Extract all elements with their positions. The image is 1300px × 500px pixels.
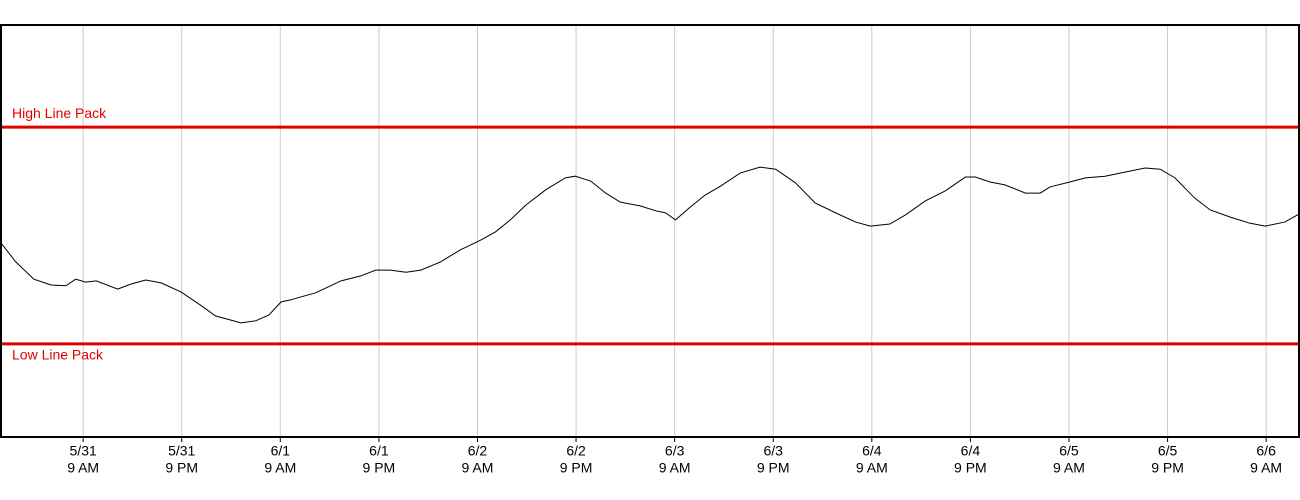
x-tick-label: 9 AM	[462, 460, 494, 476]
x-tick-label: 6/4	[961, 443, 981, 459]
x-tick-label: 6/1	[369, 443, 389, 459]
x-tick-label: 9 PM	[757, 460, 790, 476]
x-tick-label: 9 AM	[1250, 460, 1282, 476]
reference-label: High Line Pack	[12, 105, 107, 121]
x-tick-label: 5/31	[168, 443, 195, 459]
x-tick-label: 9 PM	[363, 460, 396, 476]
x-tick-label: 9 AM	[856, 460, 888, 476]
x-tick-label: 6/2	[566, 443, 586, 459]
reference-label: Low Line Pack	[12, 347, 104, 363]
x-tick-label: 9 PM	[954, 460, 987, 476]
plot-frame	[0, 24, 1300, 438]
x-tick-label: 9 PM	[1151, 460, 1184, 476]
x-tick-label: 6/6	[1256, 443, 1276, 459]
x-tick-label: 9 AM	[659, 460, 691, 476]
x-tick-label: 6/5	[1158, 443, 1178, 459]
x-tick-label: 9 PM	[560, 460, 593, 476]
x-tick-label: 6/3	[665, 443, 685, 459]
data-line	[0, 166, 1300, 324]
x-tick-label: 6/4	[862, 443, 882, 459]
x-tick-label: 6/1	[271, 443, 291, 459]
x-tick-label: 5/31	[70, 443, 97, 459]
x-tick-label: 6/5	[1059, 443, 1079, 459]
x-tick-label: 9 AM	[264, 460, 296, 476]
x-tick-label: 6/2	[468, 443, 488, 459]
x-tick-label: 6/3	[763, 443, 783, 459]
x-tick-label: 9 AM	[67, 460, 99, 476]
x-tick-label: 9 PM	[165, 460, 198, 476]
x-tick-label: 9 AM	[1053, 460, 1085, 476]
